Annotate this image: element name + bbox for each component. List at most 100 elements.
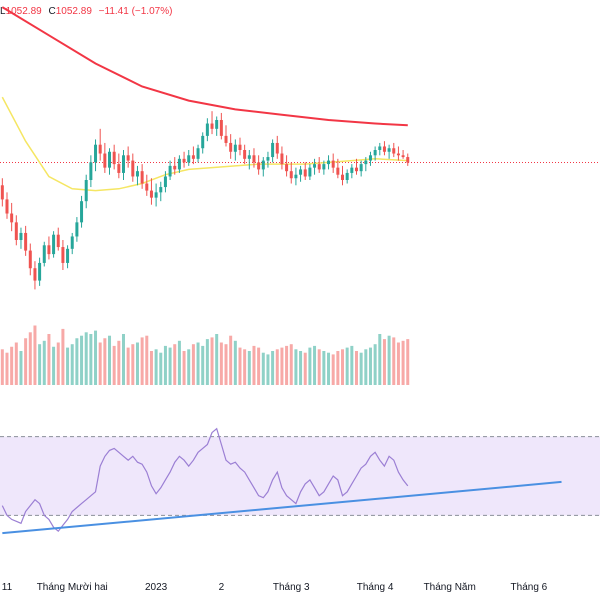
volume-bar [28,332,32,385]
candle-body [378,146,382,150]
candle-body [191,155,195,159]
rsi-trendline[interactable] [2,480,562,535]
candle-body [103,153,107,168]
candle-body [159,187,163,193]
volume-bar [336,351,340,385]
volume-bar [173,344,177,385]
candle-body [229,142,233,152]
volume-bar [327,352,331,385]
volume-bar [303,352,307,385]
candle-body [219,120,223,136]
volume-bar [317,349,321,385]
volume-bar [0,349,4,385]
candle-body [52,234,56,255]
x-axis-tick-label: Tháng Năm [424,582,476,593]
candle-body [182,158,186,163]
volume-bar [70,344,74,385]
volume-bar [243,349,247,385]
candle-body [56,234,60,248]
volume-bar [345,347,349,385]
volume-bar [182,351,186,385]
volume-bar [247,351,251,385]
low-key: L [0,6,6,17]
candle-body [327,160,331,165]
volume-bar [406,339,410,385]
volume-bar [359,352,363,385]
candle-body [280,153,284,165]
candle-body [331,160,335,168]
candle-body [303,169,307,177]
volume-bar [350,345,354,385]
volume-bar [126,347,130,385]
volume-bar [378,334,382,385]
volume-bar [80,335,84,385]
x-axis-tick-label: Tháng 4 [357,582,394,593]
candle-body [89,162,93,180]
volume-bar [285,345,289,385]
volume-bar [196,342,200,385]
volume-bar [94,330,98,385]
candle-body [294,174,298,179]
volume-bar [131,344,135,385]
low-value: 1052.89 [5,6,42,17]
candle-body [322,164,326,170]
volume-bar [392,337,396,385]
volume-bar [103,338,107,385]
volume-bar [205,339,209,385]
volume-bar [271,351,275,385]
volume-bar [224,344,228,385]
volume-bar [252,345,256,385]
close-key: C [48,6,56,17]
volume-bar [289,344,293,385]
candle-body [140,171,144,184]
volume-bar [140,337,144,385]
volume-bar [47,334,51,385]
candle-body [168,165,172,177]
candle-body [308,167,312,177]
volume-bar [56,342,60,385]
candle-body [392,148,396,154]
x-axis-tick-label: Tháng Mười hai [37,582,108,593]
candle-body [126,155,130,161]
volume-bar [5,352,9,385]
candle-body [382,146,386,152]
x-axis-tick-label: 2023 [145,582,168,593]
candle-body [19,232,23,240]
candle-body [336,167,340,175]
volume-bar [38,344,42,385]
volume-bar [382,339,386,385]
candle-body [28,250,32,269]
volume-bar [401,340,405,385]
candle-body [396,153,400,156]
volume-bar [61,328,65,385]
candle-body [345,172,349,180]
candle-body [47,245,51,255]
candle-body [401,155,405,158]
candle-body [313,164,317,168]
volume-bar [135,342,139,385]
candle-body [173,165,177,170]
volume-bar [201,345,205,385]
candle-body [205,123,209,136]
volume-bar [294,349,298,385]
volume-bar [163,345,167,385]
volume-bar [154,349,158,385]
volume-bar [313,345,317,385]
candle-body [261,160,265,170]
volume-bar [257,347,261,385]
candle-body [33,268,37,281]
candle-body [196,148,200,159]
candle-body [84,180,88,202]
volume-bar [66,347,70,385]
candle-body [117,164,121,173]
candle-body [98,144,102,154]
candle-body [14,222,18,240]
candle-body [257,162,261,170]
candle-body [350,167,354,173]
volume-bar [308,347,312,385]
volume-bar [149,351,153,385]
x-axis-tick-label: Tháng 6 [511,582,548,593]
candle-body [149,190,153,198]
